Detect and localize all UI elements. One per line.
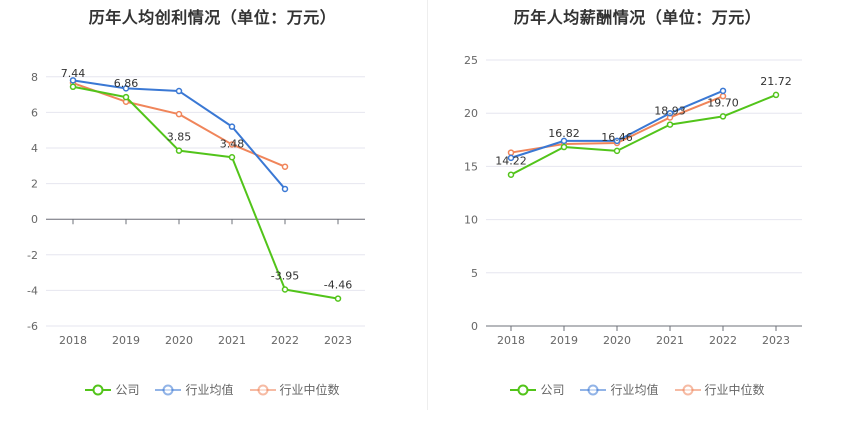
data-point [228, 123, 236, 130]
data-point [122, 93, 130, 101]
series-line-2 [72, 82, 286, 168]
x-tick-label: 2018 [497, 334, 525, 347]
data-point [613, 137, 621, 145]
x-tick-label: 2019 [112, 334, 140, 347]
data-point [69, 83, 77, 91]
legend-item[interactable]: 行业中位数 [249, 381, 340, 398]
data-point [281, 185, 289, 193]
data-point [719, 87, 727, 95]
data-point [175, 147, 183, 154]
y-tick-label: 4 [31, 142, 38, 155]
data-label: 14.22 [495, 155, 527, 168]
legend-label: 公司 [115, 383, 140, 397]
y-tick-label: 6 [31, 106, 38, 119]
y-tick-label: 0 [471, 320, 478, 333]
chart-title: 历年人均创利情况（单位：万元） [88, 8, 337, 27]
x-tick-label: 2020 [165, 334, 193, 347]
legend-swatch [249, 384, 276, 395]
profit-line-chart: -6 -4 -2 0 2 4 6 8 2018 2019 2020 2021 2022 2023 7.44 6… [27, 67, 365, 347]
data-point [281, 286, 289, 293]
data-label: 3.48 [220, 137, 245, 150]
data-point [719, 113, 727, 120]
data-label: 21.72 [760, 75, 792, 88]
data-point [560, 143, 568, 151]
data-label: 18.93 [654, 105, 686, 118]
x-tick-label: 2019 [550, 334, 578, 347]
data-point [507, 171, 515, 178]
data-point [69, 77, 77, 84]
chart-legend: 公司 行业均值 行业中位数 [425, 381, 850, 398]
chart-legend: 公司 行业均值 行业中位数 [0, 381, 425, 398]
y-tick-label: 20 [464, 107, 478, 120]
legend-swatch [580, 384, 607, 395]
x-tick-label: 2018 [59, 334, 87, 347]
series-line-0 [510, 93, 777, 176]
data-label: 16.82 [548, 127, 580, 140]
y-tick-label: 15 [464, 160, 478, 173]
data-point [281, 163, 289, 170]
data-label: -3.95 [271, 270, 299, 283]
x-tick-label: 2021 [656, 334, 684, 347]
profit-chart-panel: 历年人均创利情况（单位：万元） -6 -4 -2 0 2 4 6 8 2018 2019 2020 2… [0, 8, 425, 398]
data-label: 7.44 [61, 67, 86, 80]
y-tick-label: 25 [464, 54, 478, 67]
data-point [175, 87, 183, 95]
legend-item[interactable]: 公司 [85, 381, 139, 398]
data-label: 16.46 [601, 131, 633, 144]
data-point [122, 85, 130, 92]
y-tick-label: -6 [27, 320, 38, 333]
data-point [666, 109, 674, 117]
legend-label: 公司 [540, 383, 565, 397]
x-tick-label: 2023 [762, 334, 790, 347]
data-point [613, 147, 621, 155]
x-tick-label: 2021 [218, 334, 246, 347]
data-label: 3.85 [167, 131, 192, 144]
x-tick-label: 2022 [271, 334, 299, 347]
legend-item[interactable]: 行业均值 [580, 381, 659, 398]
y-tick-label: 8 [31, 71, 38, 84]
series-line-0 [72, 85, 339, 300]
y-tick-label: 0 [31, 213, 38, 226]
y-tick-label: 10 [464, 214, 478, 227]
data-point [507, 154, 515, 162]
x-tick-label: 2023 [324, 334, 352, 347]
data-point [560, 137, 568, 145]
data-point [772, 91, 780, 99]
panel-divider [427, 0, 428, 410]
x-tick-label: 2020 [603, 334, 631, 347]
data-label: -4.46 [324, 279, 352, 292]
legend-label: 行业中位数 [704, 383, 765, 397]
data-point [334, 295, 342, 302]
data-label: 19.70 [707, 96, 739, 109]
salary-chart-panel: 历年人均薪酬情况（单位：万元） 0 5 10 15 20 25 2018 2019 2020 20… [425, 0, 850, 436]
data-point [228, 141, 236, 148]
y-tick-label: 2 [31, 178, 38, 191]
legend-label: 行业中位数 [279, 383, 340, 397]
legend-item[interactable]: 行业均值 [155, 381, 234, 398]
data-point [175, 110, 183, 118]
legend-swatch [155, 384, 182, 395]
legend-label: 行业均值 [185, 383, 234, 397]
chart-title: 历年人均薪酬情况（单位：万元） [513, 8, 762, 27]
data-point [666, 121, 674, 128]
data-point [228, 154, 236, 161]
salary-line-chart: 0 5 10 15 20 25 2018 2019 2020 2021 2022 2023 14.22 1… [464, 54, 802, 347]
legend-label: 行业均值 [610, 383, 659, 397]
x-tick-label: 2022 [709, 334, 737, 347]
legend-swatch [510, 384, 537, 395]
legend-item[interactable]: 行业中位数 [674, 381, 765, 398]
legend-swatch [674, 384, 701, 395]
y-tick-label: 5 [471, 267, 478, 280]
legend-item[interactable]: 公司 [510, 381, 564, 398]
y-tick-label: -4 [27, 284, 38, 297]
legend-swatch [85, 384, 112, 395]
y-tick-label: -2 [27, 249, 38, 262]
data-label: 6.86 [114, 77, 139, 90]
